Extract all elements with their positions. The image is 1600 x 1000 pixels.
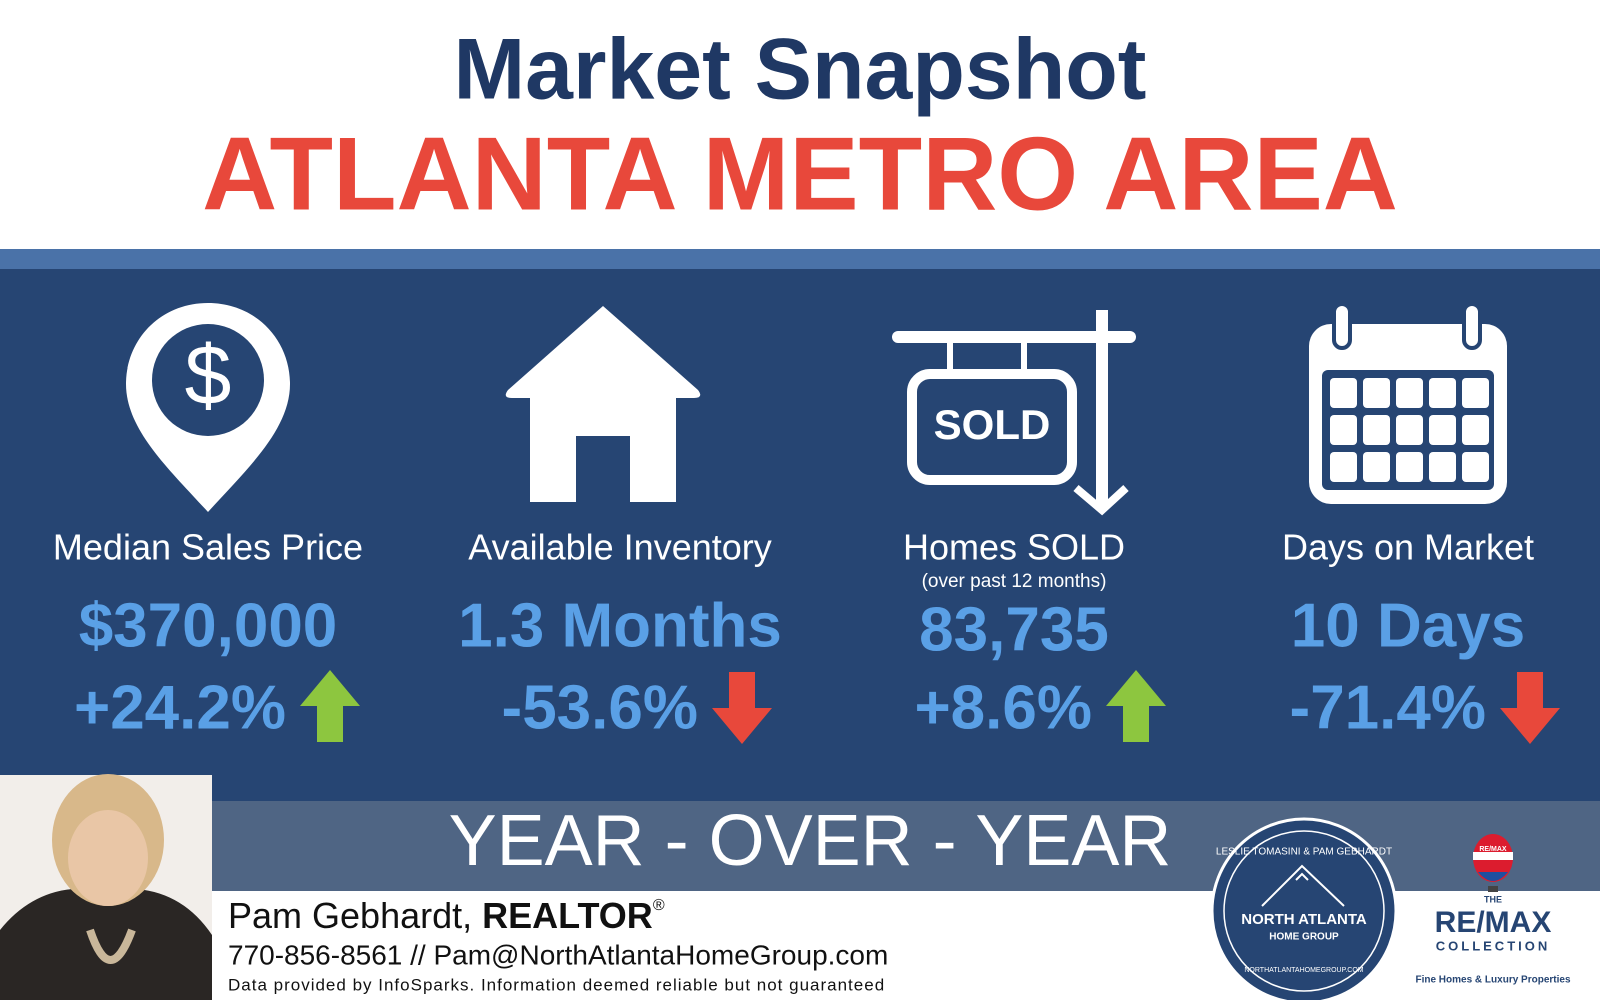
stat-change: +8.6%: [914, 673, 1092, 742]
calendar-cell: [1363, 378, 1390, 408]
brand-tagline: Fine Homes & Luxury Properties: [1415, 975, 1570, 986]
stat-value: 10 Days: [1291, 591, 1525, 660]
arrow-up: [300, 670, 360, 742]
stat-value: 83,735: [919, 595, 1109, 664]
calendar-cell: [1462, 415, 1489, 445]
subtitle: ATLANTA METRO AREA: [202, 116, 1398, 232]
disclaimer: Data provided by InfoSparks. Information…: [228, 975, 885, 994]
brand-name: RE/MAX: [1435, 906, 1552, 939]
calendar-cell: [1396, 452, 1423, 482]
calendar-cell: [1462, 378, 1489, 408]
brand-collection: COLLECTION: [1436, 938, 1551, 953]
calendar-cell: [1363, 452, 1390, 482]
stat-value: $370,000: [79, 591, 338, 660]
agent-photo: [0, 774, 212, 1000]
calendar-cell: [1330, 452, 1357, 482]
title: Market Snapshot: [454, 22, 1147, 118]
pin-icon: $: [126, 303, 290, 512]
logo-sub: HOME GROUP: [1269, 932, 1339, 943]
calendar-cell: [1396, 378, 1423, 408]
stat-label: Days on Market: [1282, 527, 1534, 568]
stat-change: +24.2%: [74, 673, 286, 742]
stat-value: 1.3 Months: [458, 591, 782, 660]
registered-mark: ®: [653, 897, 665, 914]
accent-strip: [0, 249, 1600, 269]
calendar-cell: [1330, 415, 1357, 445]
calendar-icon: [1309, 302, 1507, 504]
sold-sign-icon: [892, 310, 1136, 516]
svg-text:$: $: [185, 328, 232, 422]
sign-text: SOLD: [934, 401, 1051, 448]
arrow-down: [712, 672, 772, 744]
logo-url: NORTHATLANTAHOMEGROUP.COM: [1244, 967, 1363, 974]
arrow-down: [1500, 672, 1560, 744]
calendar-cell: [1429, 415, 1456, 445]
logo-name: NORTH ATLANTA: [1241, 911, 1367, 928]
brand-the: THE: [1484, 894, 1502, 904]
arrow-up: [1106, 670, 1166, 742]
balloon-text: RE/MAX: [1479, 846, 1507, 853]
calendar-cell: [1363, 415, 1390, 445]
calendar-cell: [1396, 415, 1423, 445]
house-icon: [505, 306, 701, 502]
calendar-cell: [1429, 452, 1456, 482]
stat-change: -71.4%: [1290, 673, 1486, 742]
banner-text: YEAR - OVER - YEAR: [449, 801, 1172, 881]
calendar-cell: [1429, 378, 1456, 408]
calendar-cell: [1330, 378, 1357, 408]
group-logo: [1210, 817, 1398, 1000]
stat-label: Available Inventory: [468, 527, 772, 568]
calendar-cell: [1462, 452, 1489, 482]
logo-top: LESLIE TOMASINI & PAM GEBHARDT: [1216, 847, 1392, 858]
stat-label: Homes SOLD: [903, 527, 1125, 568]
designation: REALTOR: [482, 895, 653, 936]
stat-change: -53.6%: [502, 673, 698, 742]
brand-balloon: [1473, 834, 1513, 892]
contact: 770-856-8561 // Pam@NorthAtlantaHomeGrou…: [228, 939, 888, 970]
stat-sublabel: (over past 12 months): [922, 571, 1107, 592]
stat-label: Median Sales Price: [53, 527, 363, 568]
name: Pam Gebhardt,: [228, 895, 482, 936]
agent-name: Pam Gebhardt, REALTOR®: [228, 895, 665, 936]
